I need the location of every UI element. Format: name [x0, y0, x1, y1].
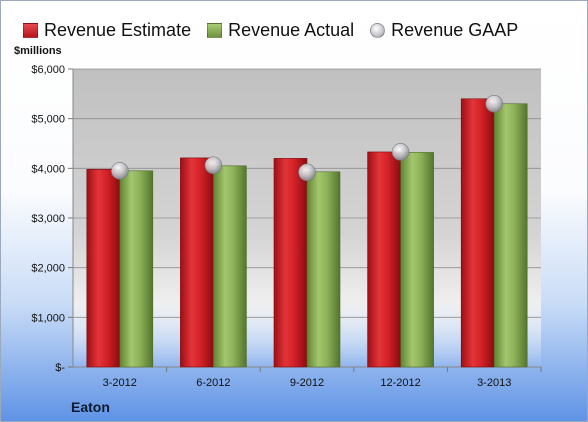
y-tick-label: $-	[55, 362, 65, 374]
legend-swatch-actual	[207, 22, 223, 38]
bar-revenue-estimate	[180, 157, 214, 368]
bar-revenue-actual	[400, 152, 434, 368]
y-tick-label: $1,000	[31, 312, 65, 324]
x-tick-label: 6-2012	[196, 377, 230, 389]
y-tick-label: $2,000	[31, 263, 65, 275]
legend-label-estimate: Revenue Estimate	[44, 19, 192, 40]
bar-revenue-estimate	[273, 158, 308, 368]
bar-revenue-actual	[493, 103, 528, 368]
legend-swatch-estimate	[23, 22, 38, 38]
x-tick-label: 12-2012	[380, 377, 420, 389]
bar-revenue-actual	[119, 170, 154, 368]
legend-item-gaap: Revenue GAAP	[370, 20, 518, 41]
marker-revenue-gaap	[298, 163, 316, 182]
legend: Revenue Estimate Revenue Actual Revenue …	[23, 19, 534, 41]
unit-label: $millions	[14, 45, 62, 57]
y-tick-label: $5,000	[31, 114, 65, 126]
legend-swatch-gaap	[370, 22, 386, 38]
y-tick-label: $4,000	[31, 163, 65, 175]
bar-revenue-estimate	[86, 169, 121, 368]
x-tick-label: 9-2012	[290, 377, 324, 389]
bar-revenue-estimate	[460, 98, 495, 368]
company-name: Eaton	[71, 399, 110, 415]
legend-label-gaap: Revenue GAAP	[391, 19, 519, 40]
legend-label-actual: Revenue Actual	[228, 19, 355, 40]
y-tick-label: $3,000	[31, 213, 65, 225]
x-tick-label: 3-2012	[103, 377, 137, 389]
y-tick-label: $6,000	[31, 64, 65, 76]
legend-item-actual: Revenue Actual	[207, 20, 354, 41]
x-tick-label: 3-2013	[477, 377, 511, 389]
marker-revenue-gaap	[485, 94, 504, 113]
marker-revenue-gaap	[391, 143, 410, 161]
marker-revenue-gaap	[111, 162, 129, 180]
bar-revenue-actual	[213, 165, 247, 368]
marker-revenue-gaap	[204, 156, 223, 175]
bar-revenue-estimate	[367, 151, 401, 368]
legend-item-estimate: Revenue Estimate	[23, 20, 191, 41]
bar-revenue-actual	[306, 171, 341, 368]
